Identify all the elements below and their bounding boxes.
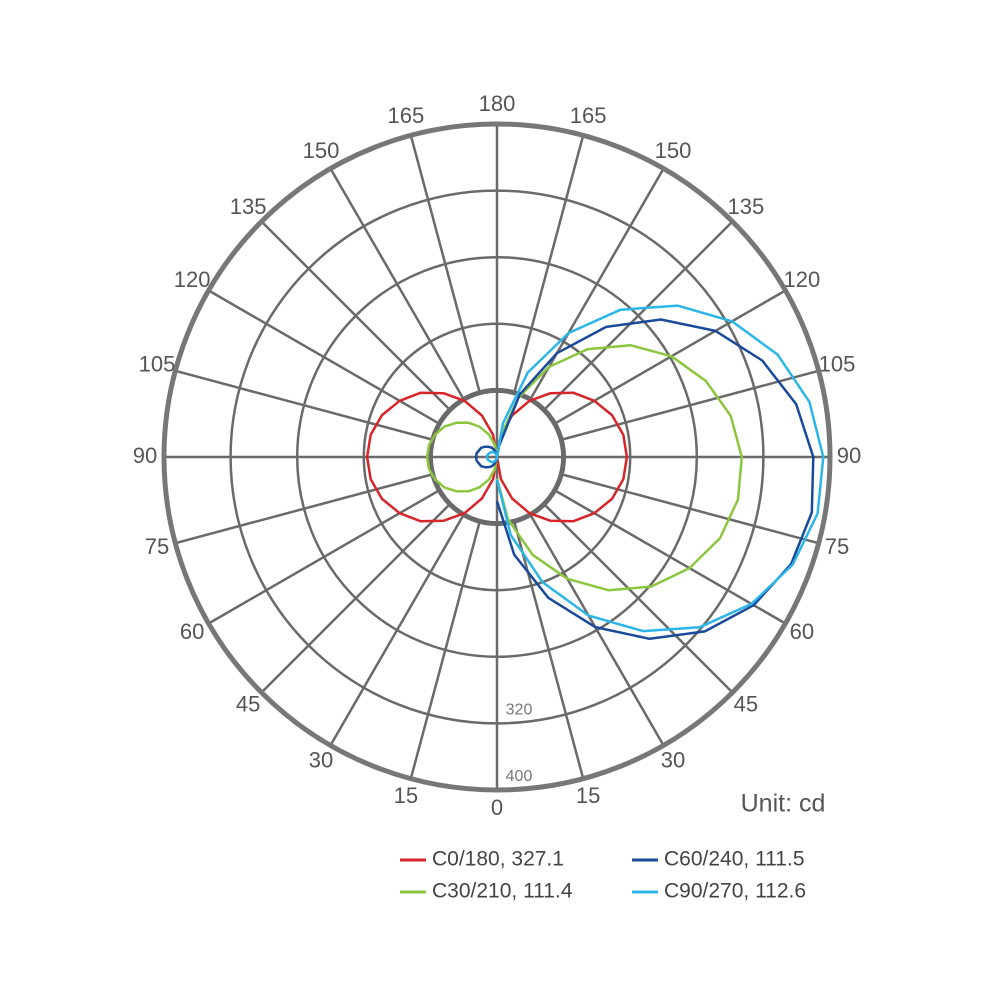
ring [427, 387, 567, 527]
angle-label: 105 [819, 352, 856, 377]
legend-label: C0/180, 327.1 [432, 848, 564, 871]
angle-label: 90 [133, 443, 157, 468]
ring [295, 255, 699, 659]
curve [495, 391, 629, 523]
angle-label: 75 [825, 534, 849, 559]
angle-label: 15 [394, 783, 418, 808]
angle-label: 30 [309, 748, 333, 773]
curve [495, 304, 825, 633]
angle-label: 150 [655, 138, 692, 163]
curve [485, 450, 499, 464]
unit-label: Unit: cd [741, 790, 826, 818]
angle-label: 165 [388, 103, 425, 128]
legend-label: C90/270, 112.6 [664, 880, 806, 903]
angle-label: 45 [236, 692, 260, 717]
angle-label: 105 [139, 352, 176, 377]
legend-label: C30/210, 111.4 [432, 880, 573, 903]
curve [474, 445, 499, 469]
curve [425, 421, 499, 493]
curve [365, 391, 499, 523]
angle-label: 180 [479, 91, 516, 116]
ring [229, 189, 765, 725]
curve [495, 343, 744, 592]
angle-label: 30 [661, 748, 685, 773]
curve [495, 318, 815, 641]
ring [161, 121, 833, 793]
angle-label: 60 [180, 619, 204, 644]
angle-label: 120 [783, 267, 820, 292]
angle-label: 135 [230, 194, 267, 219]
angle-label: 90 [837, 443, 861, 468]
angle-label: 0 [491, 795, 503, 820]
angle-label: 15 [576, 783, 600, 808]
angle-label: 45 [734, 692, 758, 717]
angle-label: 75 [145, 534, 169, 559]
ring [362, 322, 632, 592]
angle-label: 60 [790, 619, 814, 644]
angle-label: 120 [174, 267, 211, 292]
ring-label: 320 [506, 702, 533, 719]
angle-label: 135 [728, 194, 765, 219]
angle-label: 150 [303, 138, 340, 163]
angle-label: 165 [570, 103, 607, 128]
legend-label: C60/240, 111.5 [664, 848, 805, 871]
ring-label: 400 [506, 768, 533, 785]
